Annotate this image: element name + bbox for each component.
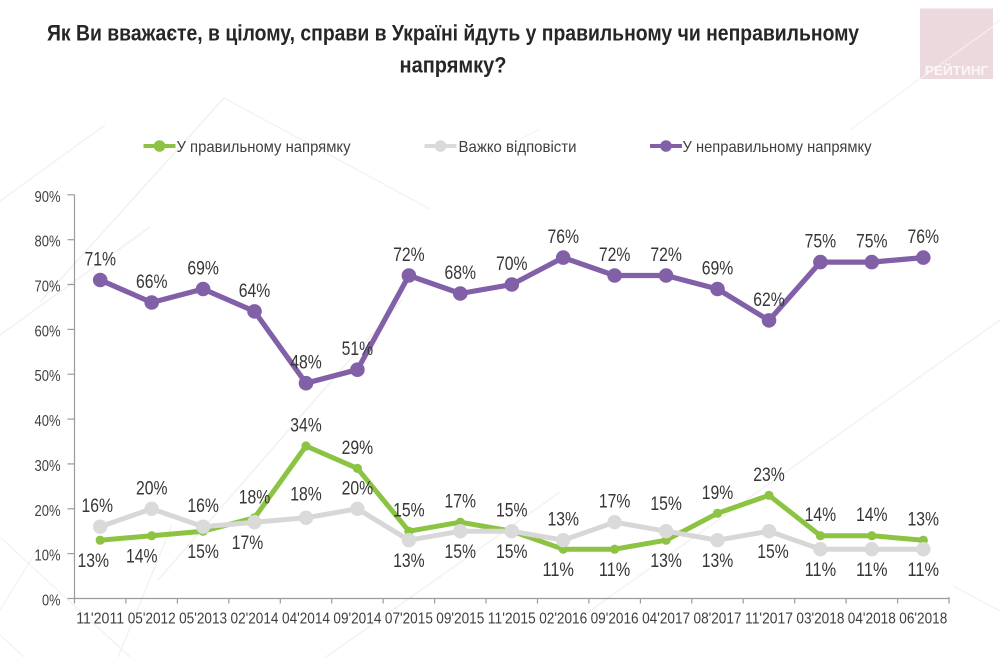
svg-text:13%: 13%	[908, 509, 940, 531]
svg-text:11'2015: 11'2015	[488, 611, 536, 628]
svg-text:50%: 50%	[35, 368, 61, 385]
svg-text:40%: 40%	[35, 413, 61, 430]
svg-text:14%: 14%	[805, 504, 837, 526]
svg-text:09'2015: 09'2015	[436, 611, 484, 628]
svg-text:13%: 13%	[547, 509, 579, 531]
svg-text:62%: 62%	[753, 289, 785, 311]
svg-text:72%: 72%	[650, 244, 682, 266]
svg-text:66%: 66%	[136, 271, 168, 293]
svg-text:15%: 15%	[187, 541, 219, 563]
svg-text:04'2017: 04'2017	[642, 611, 690, 628]
svg-text:РЕЙТИНГ: РЕЙТИНГ	[925, 63, 989, 78]
svg-text:15%: 15%	[757, 541, 789, 563]
svg-text:14%: 14%	[856, 504, 888, 526]
svg-text:13%: 13%	[650, 550, 682, 572]
svg-text:напрямку?: напрямку?	[400, 53, 507, 78]
svg-text:15%: 15%	[650, 493, 682, 515]
svg-text:13%: 13%	[702, 550, 734, 572]
svg-text:17%: 17%	[599, 491, 631, 513]
svg-text:29%: 29%	[342, 437, 374, 459]
svg-text:30%: 30%	[35, 458, 61, 475]
svg-text:20%: 20%	[35, 503, 61, 520]
svg-text:75%: 75%	[856, 231, 888, 253]
svg-text:18%: 18%	[290, 483, 322, 505]
svg-text:20%: 20%	[342, 477, 374, 499]
svg-text:15%: 15%	[496, 500, 528, 522]
svg-text:17%: 17%	[232, 532, 264, 554]
svg-text:72%: 72%	[599, 244, 631, 266]
svg-text:11'2017: 11'2017	[745, 611, 793, 628]
svg-text:20%: 20%	[136, 477, 168, 499]
svg-text:0%: 0%	[42, 593, 61, 610]
svg-text:70%: 70%	[496, 253, 528, 275]
svg-text:16%: 16%	[187, 495, 219, 517]
svg-text:34%: 34%	[290, 415, 322, 437]
svg-text:75%: 75%	[805, 231, 837, 253]
svg-text:11%: 11%	[542, 559, 574, 581]
svg-text:11%: 11%	[805, 559, 837, 581]
svg-text:Як Ви вважаєте, в цілому, спра: Як Ви вважаєте, в цілому, справи в Украї…	[47, 21, 860, 46]
svg-text:14%: 14%	[126, 546, 158, 568]
svg-text:У правильному напрямку: У правильному напрямку	[177, 139, 351, 156]
svg-text:04'2018: 04'2018	[848, 611, 896, 628]
svg-text:У неправильному напрямку: У неправильному напрямку	[683, 139, 872, 156]
svg-text:02'2016: 02'2016	[539, 611, 587, 628]
svg-text:15%: 15%	[445, 541, 477, 563]
svg-text:11'2011: 11'2011	[76, 611, 124, 628]
svg-text:09'2016: 09'2016	[591, 611, 639, 628]
svg-text:71%: 71%	[84, 249, 116, 271]
svg-text:76%: 76%	[547, 226, 579, 248]
svg-text:11%: 11%	[856, 559, 888, 581]
svg-text:90%: 90%	[35, 189, 61, 206]
svg-text:70%: 70%	[35, 279, 61, 296]
svg-text:10%: 10%	[35, 548, 61, 565]
svg-text:23%: 23%	[753, 464, 785, 486]
svg-text:69%: 69%	[187, 258, 219, 280]
svg-text:48%: 48%	[290, 352, 322, 374]
svg-text:06'2018: 06'2018	[899, 611, 947, 628]
svg-text:16%: 16%	[81, 495, 113, 517]
svg-text:11%: 11%	[908, 559, 940, 581]
svg-text:15%: 15%	[496, 541, 528, 563]
svg-text:04'2014: 04'2014	[282, 611, 330, 628]
svg-text:11%: 11%	[599, 559, 631, 581]
svg-text:69%: 69%	[702, 258, 734, 280]
svg-text:72%: 72%	[393, 244, 425, 266]
svg-text:05'2012: 05'2012	[128, 611, 176, 628]
svg-text:68%: 68%	[445, 262, 477, 284]
svg-text:60%: 60%	[35, 323, 61, 340]
svg-text:13%: 13%	[77, 550, 109, 572]
svg-text:02'2014: 02'2014	[231, 611, 279, 628]
svg-text:08'2017: 08'2017	[694, 611, 742, 628]
svg-text:09'2014: 09'2014	[333, 611, 381, 628]
svg-text:Важко відповісти: Важко відповісти	[459, 139, 577, 156]
svg-text:19%: 19%	[702, 482, 734, 504]
svg-text:76%: 76%	[908, 226, 940, 248]
svg-text:15%: 15%	[393, 500, 425, 522]
svg-text:17%: 17%	[445, 491, 477, 513]
svg-text:51%: 51%	[342, 338, 374, 360]
svg-text:64%: 64%	[239, 280, 271, 302]
svg-text:13%: 13%	[393, 550, 425, 572]
svg-text:07'2015: 07'2015	[385, 611, 433, 628]
svg-text:80%: 80%	[35, 234, 61, 251]
svg-text:18%: 18%	[239, 486, 271, 508]
svg-text:03'2018: 03'2018	[796, 611, 844, 628]
svg-text:05'2013: 05'2013	[179, 611, 227, 628]
